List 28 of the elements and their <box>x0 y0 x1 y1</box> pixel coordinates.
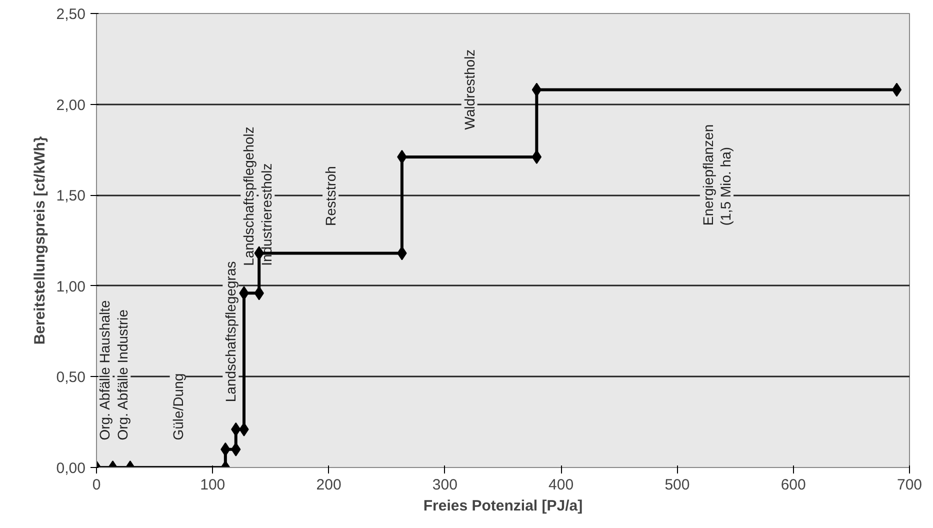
x-axis-title: Freies Potenzial [PJ/a] <box>423 498 583 514</box>
y-tick-label: 2,00 <box>56 96 86 114</box>
y-tick-label: 0,50 <box>56 369 86 386</box>
x-tick-label: 200 <box>316 476 342 494</box>
annotation: Org. Abfälle Haushalte <box>96 300 113 440</box>
point <box>532 150 542 164</box>
annotation: Landschaftspflegeholz <box>240 126 257 266</box>
x-tick-label: 300 <box>432 476 458 494</box>
x-tick-label: 700 <box>896 476 922 494</box>
x-tick-label: 600 <box>780 476 806 494</box>
annotation: Energiepflanzen (1,5 Mio. ha) <box>700 124 734 226</box>
annotation: Reststroh <box>322 166 339 226</box>
x-tick-label: 500 <box>664 476 690 494</box>
x-tick-label: 400 <box>548 476 574 494</box>
y-tick-label: 1,50 <box>56 188 86 205</box>
annotation: Industrierestholz <box>258 163 275 266</box>
x-tick-label: 100 <box>200 476 226 494</box>
point <box>892 82 902 97</box>
annotation: Waldrestholz <box>461 49 478 130</box>
y-tick-label: 1,00 <box>56 278 86 296</box>
annotation: Landschaftspflegegras <box>222 261 239 402</box>
annotation: Güle/Dung <box>170 373 186 440</box>
annotation: Org. Abfälle Industrie <box>114 309 131 440</box>
point <box>532 82 542 97</box>
y-tick-label: 2,50 <box>56 6 86 23</box>
y-tick-label: 0,00 <box>56 460 86 477</box>
x-tick-label: 0 <box>92 476 101 494</box>
y-axis-title: Bereitstellungspreis [ct/kWh} <box>31 136 48 345</box>
